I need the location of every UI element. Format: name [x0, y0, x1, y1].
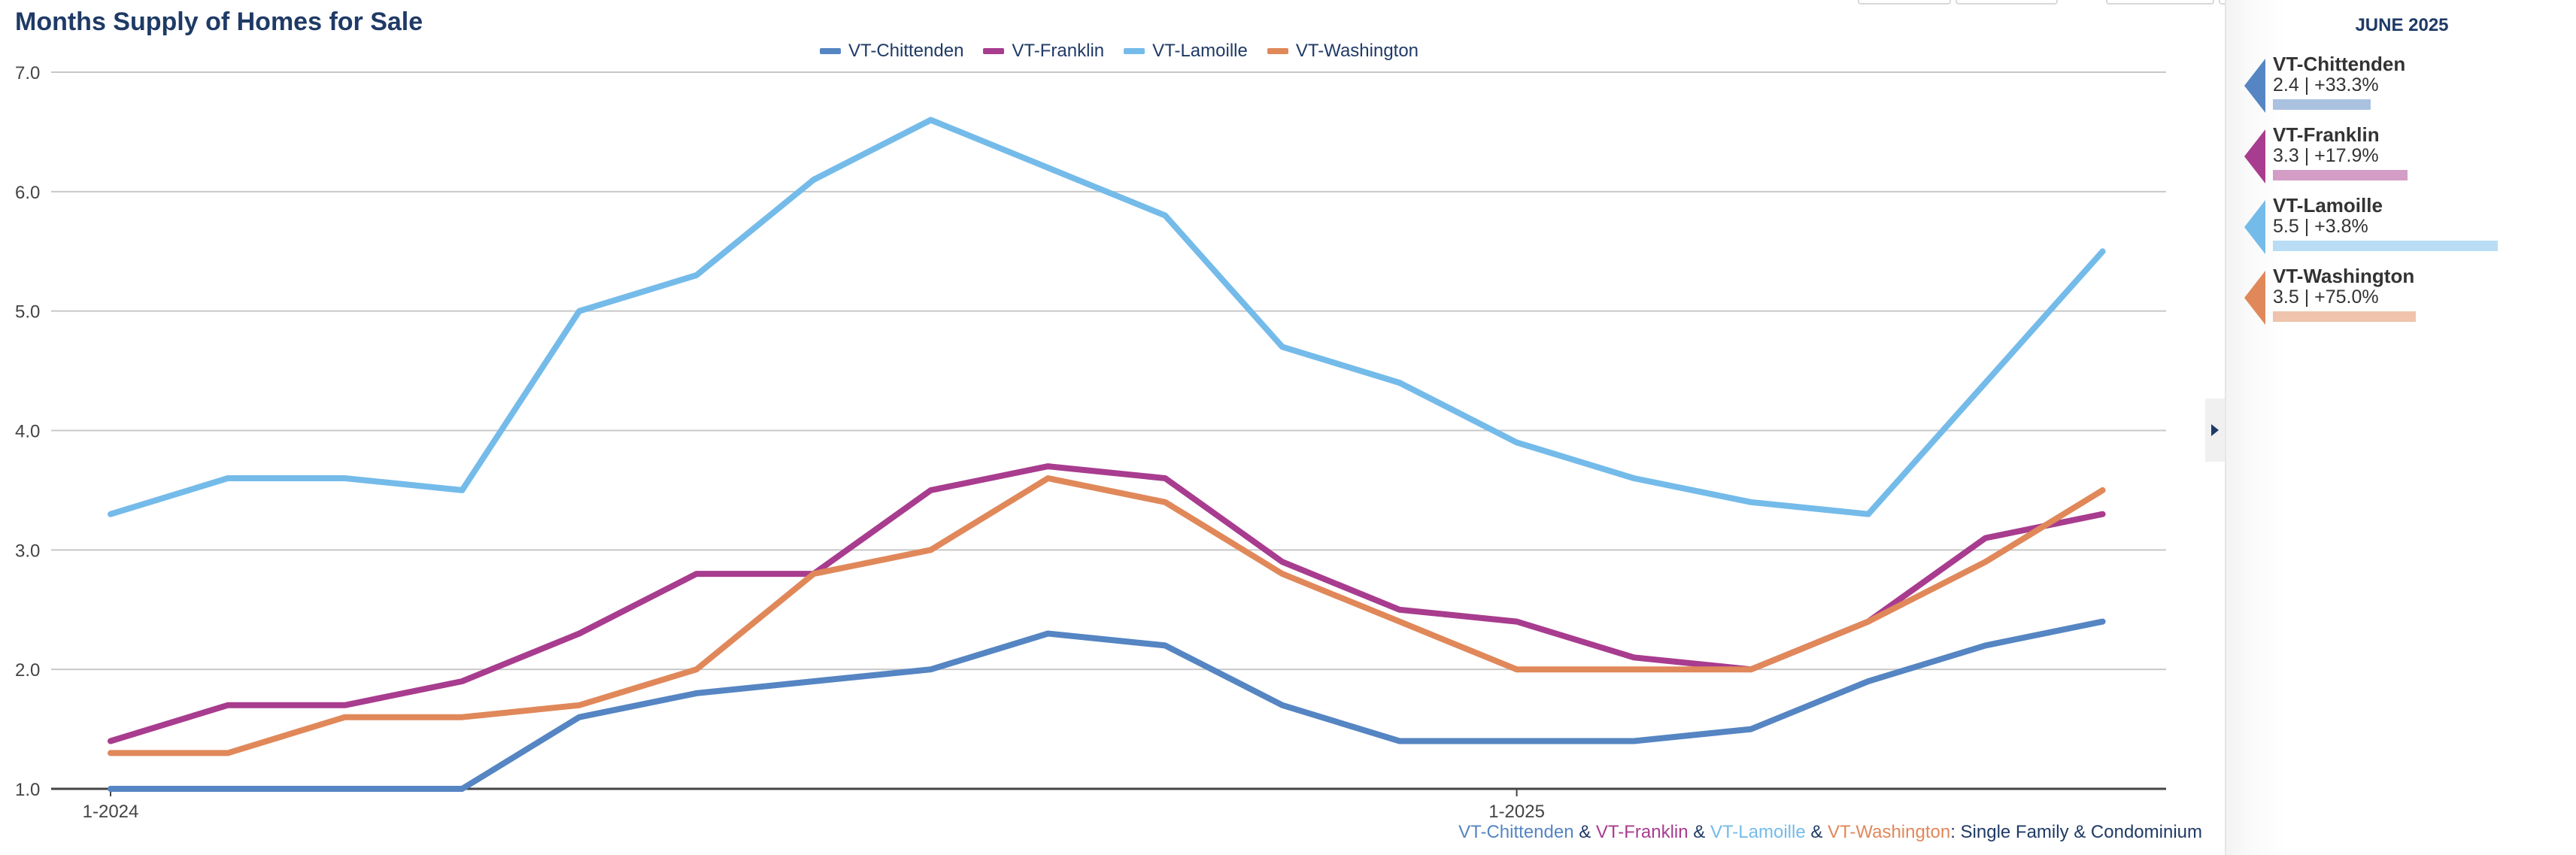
series-line-vt-chittenden	[108, 618, 2106, 792]
legend-label: VT-Lamoille	[1152, 41, 1248, 61]
hidden-tab[interactable]	[2106, 0, 2214, 5]
panel-item-bar	[2273, 311, 2416, 322]
panel-item-name: VT-Lamoille	[2273, 194, 2383, 217]
panel-item-value: 5.5 | +3.8%	[2273, 216, 2368, 237]
triangle-left-icon	[2244, 200, 2265, 254]
legend-item-washington[interactable]: VT-Washington	[1267, 41, 1418, 62]
panel-item-bar	[2273, 241, 2498, 251]
triangle-left-icon	[2244, 129, 2265, 183]
legend-item-chittenden[interactable]: VT-Chittenden	[820, 41, 963, 62]
legend-item-lamoille[interactable]: VT-Lamoille	[1124, 41, 1248, 62]
footnote-region: VT-Lamoille	[1710, 822, 1806, 842]
chart-area: Months Supply of Homes for Sale VT-Chitt…	[15, 8, 2202, 843]
legend-item-franklin[interactable]: VT-Franklin	[983, 41, 1104, 62]
panel-item-bar	[2273, 170, 2408, 180]
footnote-joiner: &	[1573, 822, 1596, 842]
hidden-tab[interactable]	[1858, 0, 1951, 5]
panel-item-name: VT-Chittenden	[2273, 53, 2406, 75]
y-tick-label: 7.0	[15, 63, 40, 83]
panel-item-lamoille[interactable]: VT-Lamoille 5.5 | +3.8%	[2235, 194, 2566, 259]
chart-footnote: VT-Chittenden & VT-Franklin & VT-Lamoill…	[1458, 822, 2202, 843]
y-tick-label: 2.0	[15, 660, 40, 681]
chart-legend: VT-Chittenden VT-Franklin VT-Lamoille VT…	[820, 41, 1418, 62]
line-chart: 1.0 2.0 3.0 4.0 5.0 6.0 7.0 1-2024 1-2025	[15, 63, 2166, 822]
footnote-joiner: &	[1688, 822, 1710, 842]
legend-label: VT-Franklin	[1012, 41, 1105, 61]
footnote-suffix: : Single Family & Condominium	[1950, 822, 2202, 842]
footnote-region: VT-Washington	[1828, 822, 1951, 842]
summary-panel: JUNE 2025 VT-Chittenden 2.4 | +33.3% VT-…	[2225, 0, 2576, 855]
panel-item-chittenden[interactable]: VT-Chittenden 2.4 | +33.3%	[2235, 53, 2566, 117]
collapse-panel-button[interactable]	[2205, 399, 2225, 462]
triangle-left-icon	[2244, 271, 2265, 325]
legend-swatch	[1124, 48, 1145, 54]
panel-item-value: 3.3 | +17.9%	[2273, 145, 2379, 166]
footnote-joiner: &	[1805, 822, 1828, 842]
panel-item-bar	[2273, 99, 2371, 110]
series-line-vt-lamoille	[108, 117, 2106, 517]
panel-item-name: VT-Franklin	[2273, 123, 2380, 146]
chart-title: Months Supply of Homes for Sale	[15, 8, 423, 36]
legend-swatch	[820, 48, 841, 54]
panel-item-value: 3.5 | +75.0%	[2273, 287, 2379, 308]
panel-item-franklin[interactable]: VT-Franklin 3.3 | +17.9%	[2235, 123, 2566, 188]
legend-swatch	[983, 48, 1005, 54]
panel-item-washington[interactable]: VT-Washington 3.5 | +75.0%	[2235, 265, 2566, 329]
chevron-right-icon	[2211, 424, 2219, 436]
panel-item-name: VT-Washington	[2273, 265, 2415, 287]
footnote-region: VT-Chittenden	[1458, 822, 1574, 842]
legend-label: VT-Chittenden	[848, 41, 964, 61]
panel-item-value: 2.4 | +33.3%	[2273, 74, 2379, 96]
y-tick-label: 6.0	[15, 183, 40, 203]
footnote-region: VT-Franklin	[1595, 822, 1689, 842]
y-tick-label: 1.0	[15, 780, 40, 800]
legend-swatch	[1267, 48, 1288, 54]
y-tick-label: 3.0	[15, 541, 40, 561]
x-tick-label: 1-2025	[1488, 802, 1545, 822]
y-tick-label: 5.0	[15, 302, 40, 323]
y-tick-label: 4.0	[15, 422, 40, 442]
hidden-tab[interactable]	[1956, 0, 2058, 5]
panel-period: JUNE 2025	[2355, 15, 2449, 35]
x-tick-label: 1-2024	[83, 802, 139, 822]
triangle-left-icon	[2244, 59, 2265, 113]
series-line-vt-washington	[108, 475, 2106, 756]
legend-label: VT-Washington	[1295, 41, 1419, 61]
